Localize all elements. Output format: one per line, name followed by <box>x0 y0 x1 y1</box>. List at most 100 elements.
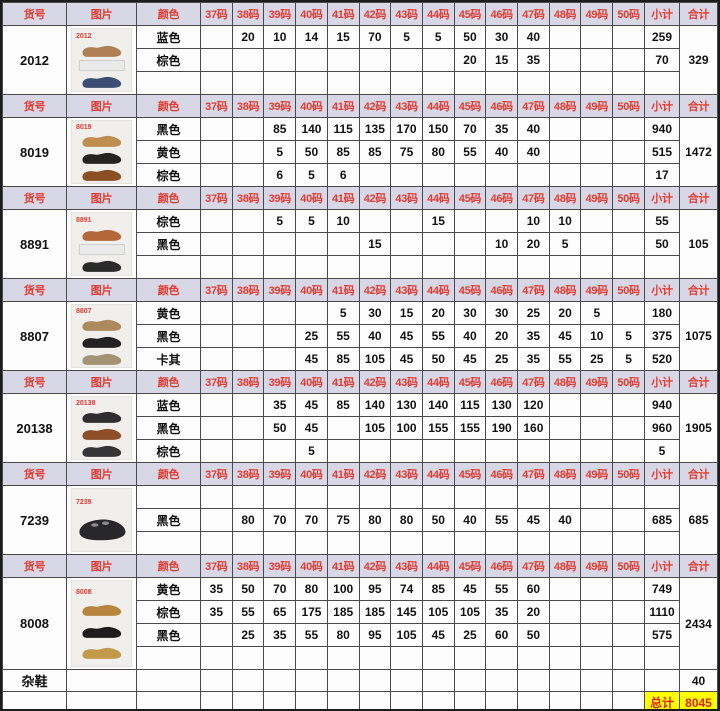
size-qty-cell: 160 <box>517 416 550 440</box>
data-row: 棕色 6 5 6 17 <box>3 163 718 187</box>
size-column-header: 40码 <box>295 278 328 302</box>
size-qty-cell <box>548 531 582 555</box>
size-column-header: 41码 <box>326 94 360 118</box>
size-column-header: 50码 <box>612 2 645 26</box>
size-qty-cell <box>295 646 328 670</box>
color-label: 棕色 <box>136 439 201 463</box>
size-qty-cell: 30 <box>358 301 392 325</box>
size-qty-cell <box>580 439 614 463</box>
product-photo-cell: 8891 <box>66 209 137 279</box>
size-qty-cell <box>485 531 519 555</box>
size-column-header: 41码 <box>326 278 360 302</box>
size-qty-cell: 45 <box>548 324 582 348</box>
size-qty-cell <box>390 209 423 233</box>
size-column-header: 45码 <box>453 2 487 26</box>
product-photo-cell: 2012 <box>66 25 137 95</box>
size-qty-cell <box>200 669 233 692</box>
color-label: 棕色 <box>136 600 201 624</box>
size-column-header: 45码 <box>453 370 487 394</box>
size-qty-cell: 25 <box>580 347 614 371</box>
size-qty-cell: 5 <box>295 163 328 187</box>
shoe-illustration <box>81 45 121 57</box>
size-qty-cell: 50 <box>231 577 265 601</box>
photo-item-code: 2012 <box>76 32 92 40</box>
size-qty-cell <box>263 439 297 463</box>
color-label: 蓝色 <box>136 25 201 49</box>
size-qty-cell: 80 <box>390 508 423 532</box>
size-qty-cell <box>548 48 582 72</box>
size-qty-cell <box>485 163 519 187</box>
size-qty-cell: 140 <box>295 117 328 141</box>
image-column-header: 图片 <box>66 462 137 486</box>
size-qty-cell <box>612 416 645 440</box>
product-photo: 8008 <box>71 580 132 667</box>
size-qty-cell <box>580 531 614 555</box>
size-column-header: 43码 <box>390 186 423 210</box>
shoe-illustration <box>81 261 121 273</box>
size-qty-cell <box>453 691 487 709</box>
color-label: 棕色 <box>136 48 201 72</box>
block-total-cell: 1472 <box>679 117 718 187</box>
size-qty-cell: 45 <box>517 508 550 532</box>
item-number: 2012 <box>2 25 67 95</box>
grand-total-row: 总计 8045 <box>2 691 718 709</box>
size-column-header: 39码 <box>263 278 297 302</box>
size-qty-cell: 50 <box>517 623 550 647</box>
size-column-header: 46码 <box>485 554 519 578</box>
size-qty-cell <box>200 393 233 417</box>
size-qty-cell: 10 <box>263 25 297 49</box>
size-column-header: 41码 <box>326 462 360 486</box>
size-qty-cell: 25 <box>231 623 265 647</box>
size-qty-cell: 95 <box>358 577 392 601</box>
size-qty-cell: 30 <box>485 25 519 49</box>
size-qty-cell: 35 <box>485 600 519 624</box>
size-column-header: 38码 <box>231 2 265 26</box>
size-qty-cell <box>326 439 360 463</box>
data-row <box>3 255 718 279</box>
size-column-header: 37码 <box>200 370 233 394</box>
size-qty-cell: 45 <box>295 347 328 371</box>
size-qty-cell <box>231 531 265 555</box>
size-qty-cell <box>390 485 423 509</box>
size-qty-cell: 10 <box>548 209 582 233</box>
product-photo: 8891 <box>71 212 132 276</box>
image-column-header: 图片 <box>66 2 137 26</box>
size-qty-cell <box>453 209 487 233</box>
size-column-header: 40码 <box>295 462 328 486</box>
size-qty-cell <box>390 669 423 692</box>
size-qty-cell <box>326 646 360 670</box>
size-qty-cell: 15 <box>358 232 392 256</box>
size-qty-cell <box>231 416 265 440</box>
size-qty-cell: 60 <box>485 623 519 647</box>
subtotal-cell: 749 <box>644 577 680 601</box>
size-qty-cell <box>612 163 645 187</box>
size-qty-cell: 5 <box>326 301 360 325</box>
size-qty-cell <box>358 669 392 692</box>
size-qty-cell <box>580 117 614 141</box>
grand-total-label: 总计 <box>644 691 680 709</box>
size-column-header: 44码 <box>421 554 455 578</box>
color-column-header: 颜色 <box>136 370 201 394</box>
size-qty-cell: 5 <box>263 140 297 164</box>
size-qty-cell: 85 <box>326 140 360 164</box>
size-qty-cell <box>263 255 297 279</box>
size-column-header: 39码 <box>263 462 297 486</box>
subtotal-cell: 520 <box>644 347 680 371</box>
size-qty-cell <box>421 485 455 509</box>
size-qty-cell: 10 <box>485 232 519 256</box>
size-column-header: 47码 <box>517 278 550 302</box>
size-column-header: 48码 <box>548 94 582 118</box>
size-qty-cell: 55 <box>453 140 487 164</box>
data-row: 8019 8019 黑色 85 140 115 135 170 150 70 35 40 940 1472 <box>2 117 718 187</box>
color-label <box>136 531 201 555</box>
size-qty-cell <box>485 71 519 95</box>
size-qty-cell: 155 <box>421 416 455 440</box>
size-qty-cell <box>453 255 487 279</box>
size-qty-cell <box>580 508 614 532</box>
subtotal-cell: 375 <box>644 324 680 348</box>
size-qty-cell <box>485 439 519 463</box>
size-qty-cell <box>358 48 392 72</box>
subtotal-cell: 259 <box>644 25 680 49</box>
size-qty-cell: 105 <box>421 600 455 624</box>
subtotal-cell: 1110 <box>644 600 680 624</box>
